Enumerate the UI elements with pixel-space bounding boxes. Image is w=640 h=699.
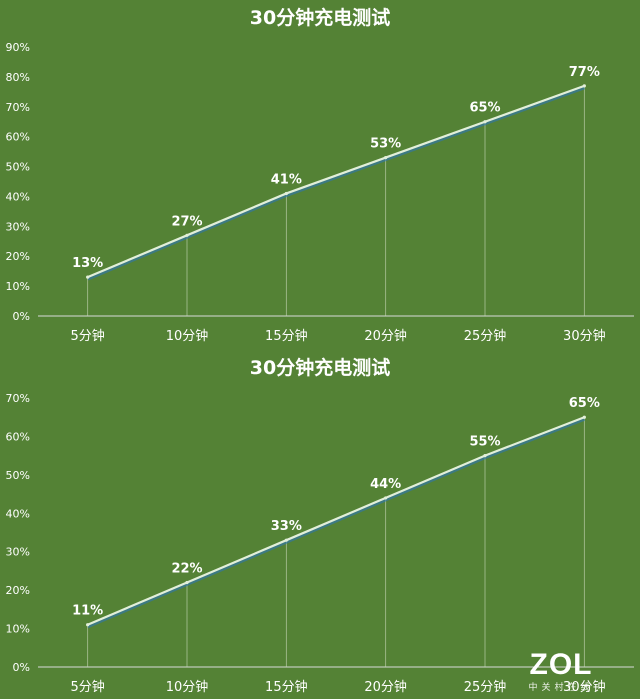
data-point [185, 580, 189, 585]
y-tick-label: 70% [6, 392, 30, 405]
data-label: 65% [469, 101, 500, 116]
data-point [384, 155, 388, 160]
y-tick-label: 60% [6, 430, 30, 443]
data-label: 44% [370, 477, 401, 492]
y-tick-label: 40% [6, 507, 30, 520]
data-label: 33% [271, 519, 302, 534]
y-tick-label: 60% [6, 131, 30, 144]
data-label: 55% [469, 435, 500, 450]
y-tick-label: 80% [6, 71, 30, 84]
data-point [86, 623, 90, 627]
y-tick-label: 40% [6, 190, 30, 203]
data-point [582, 84, 586, 88]
data-point [86, 275, 90, 279]
chart-bottom: 30分钟充电测试 0% 10% 20% 30% 40% 50% 60% 70% 11% 22% 33%… [6, 356, 634, 695]
chart-title: 30分钟充电测试 [250, 6, 390, 29]
x-tick-label: 25分钟 [464, 679, 507, 695]
zol-watermark: ZOL 中关村在线 [526, 648, 596, 694]
series-line-shadow [86, 416, 586, 629]
data-point [384, 496, 388, 500]
x-tick-label: 5分钟 [71, 679, 105, 695]
chart-top: 30分钟充电测试 0% 10% 20% 30% 40% 50% 60% 70% 80% 90% 13%… [6, 6, 634, 344]
series-line-shadow [86, 85, 586, 281]
data-point [582, 415, 586, 419]
x-tick-label: 10分钟 [166, 328, 209, 344]
data-label: 11% [72, 604, 103, 619]
y-tick-label: 20% [6, 584, 30, 597]
x-tick-label: 30分钟 [563, 679, 606, 695]
data-point [185, 233, 189, 237]
y-tick-label: 50% [6, 469, 30, 482]
data-label: 41% [271, 172, 302, 187]
y-tick-label: 30% [6, 220, 30, 233]
y-tick-label: 70% [6, 101, 30, 114]
data-point [483, 120, 487, 124]
chart-title: 30分钟充电测试 [250, 356, 390, 379]
x-tick-label: 30分钟 [563, 328, 606, 344]
y-tick-label: 50% [6, 161, 30, 174]
x-tick-label: 15分钟 [265, 328, 308, 344]
zol-logo-text: ZOL [529, 648, 593, 681]
y-tick-label: 20% [6, 250, 30, 263]
x-tick-label: 10分钟 [166, 679, 209, 695]
series-line [87, 84, 585, 279]
zol-logo-subtitle: 中关村在线 [528, 683, 594, 693]
y-tick-label: 0% [13, 661, 30, 674]
x-tick-label: 5分钟 [71, 328, 105, 344]
y-tick-label: 90% [6, 41, 30, 54]
y-tick-label: 0% [13, 310, 30, 323]
data-label: 53% [370, 137, 401, 152]
x-tick-label: 15分钟 [265, 679, 308, 695]
data-point [483, 454, 487, 458]
data-point [284, 191, 288, 196]
y-tick-label: 10% [6, 623, 30, 636]
data-label: 13% [72, 256, 103, 271]
x-tick-label: 25分钟 [464, 328, 507, 344]
data-point [284, 538, 288, 542]
x-tick-label: 20分钟 [364, 328, 407, 344]
x-tick-label: 20分钟 [364, 679, 407, 695]
series-line [87, 416, 585, 626]
y-tick-label: 10% [6, 280, 30, 293]
y-tick-label: 30% [6, 546, 30, 559]
data-label: 77% [569, 65, 600, 80]
data-label: 27% [171, 214, 202, 229]
data-label: 65% [569, 396, 600, 411]
data-label: 22% [171, 561, 202, 576]
